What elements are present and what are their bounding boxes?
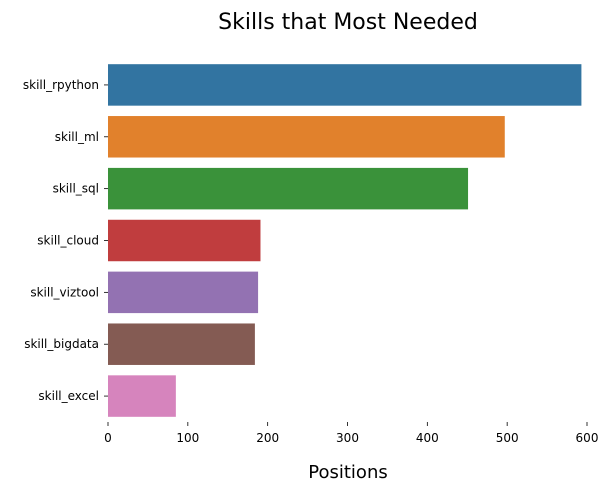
bar-skill_ml bbox=[108, 116, 505, 158]
y-tick-label: skill_cloud bbox=[37, 234, 99, 248]
y-tick-label: skill_sql bbox=[53, 182, 99, 196]
y-tick-label: skill_excel bbox=[38, 389, 99, 403]
x-tick-label: 600 bbox=[576, 431, 599, 445]
x-tick-label: 300 bbox=[336, 431, 359, 445]
bar-skill_bigdata bbox=[108, 323, 255, 365]
chart-title: Skills that Most Needed bbox=[218, 10, 478, 35]
x-tick-label: 0 bbox=[104, 431, 112, 445]
x-tick-label: 100 bbox=[176, 431, 199, 445]
y-tick-labels: skill_rpython skill_ml skill_sql skill_clou… bbox=[23, 78, 108, 403]
bar-skill_rpython bbox=[108, 64, 582, 106]
x-tick-label: 500 bbox=[496, 431, 519, 445]
y-tick-label: skill_bigdata bbox=[24, 337, 99, 351]
bars-group bbox=[108, 64, 582, 417]
bar-skill_cloud bbox=[108, 219, 261, 262]
x-tick-label: 400 bbox=[416, 431, 439, 445]
bar-skill_sql bbox=[108, 167, 469, 210]
bar-skill_excel bbox=[108, 375, 176, 417]
y-tick-label: skill_ml bbox=[55, 130, 99, 144]
y-tick-label: skill_rpython bbox=[23, 78, 99, 92]
x-tick-label: 200 bbox=[256, 431, 279, 445]
bar-skill_viztool bbox=[108, 271, 259, 314]
x-axis: 0 100 200 300 400 500 600 bbox=[104, 422, 598, 445]
y-tick-label: skill_viztool bbox=[30, 285, 99, 299]
x-axis-label: Positions bbox=[308, 462, 387, 483]
